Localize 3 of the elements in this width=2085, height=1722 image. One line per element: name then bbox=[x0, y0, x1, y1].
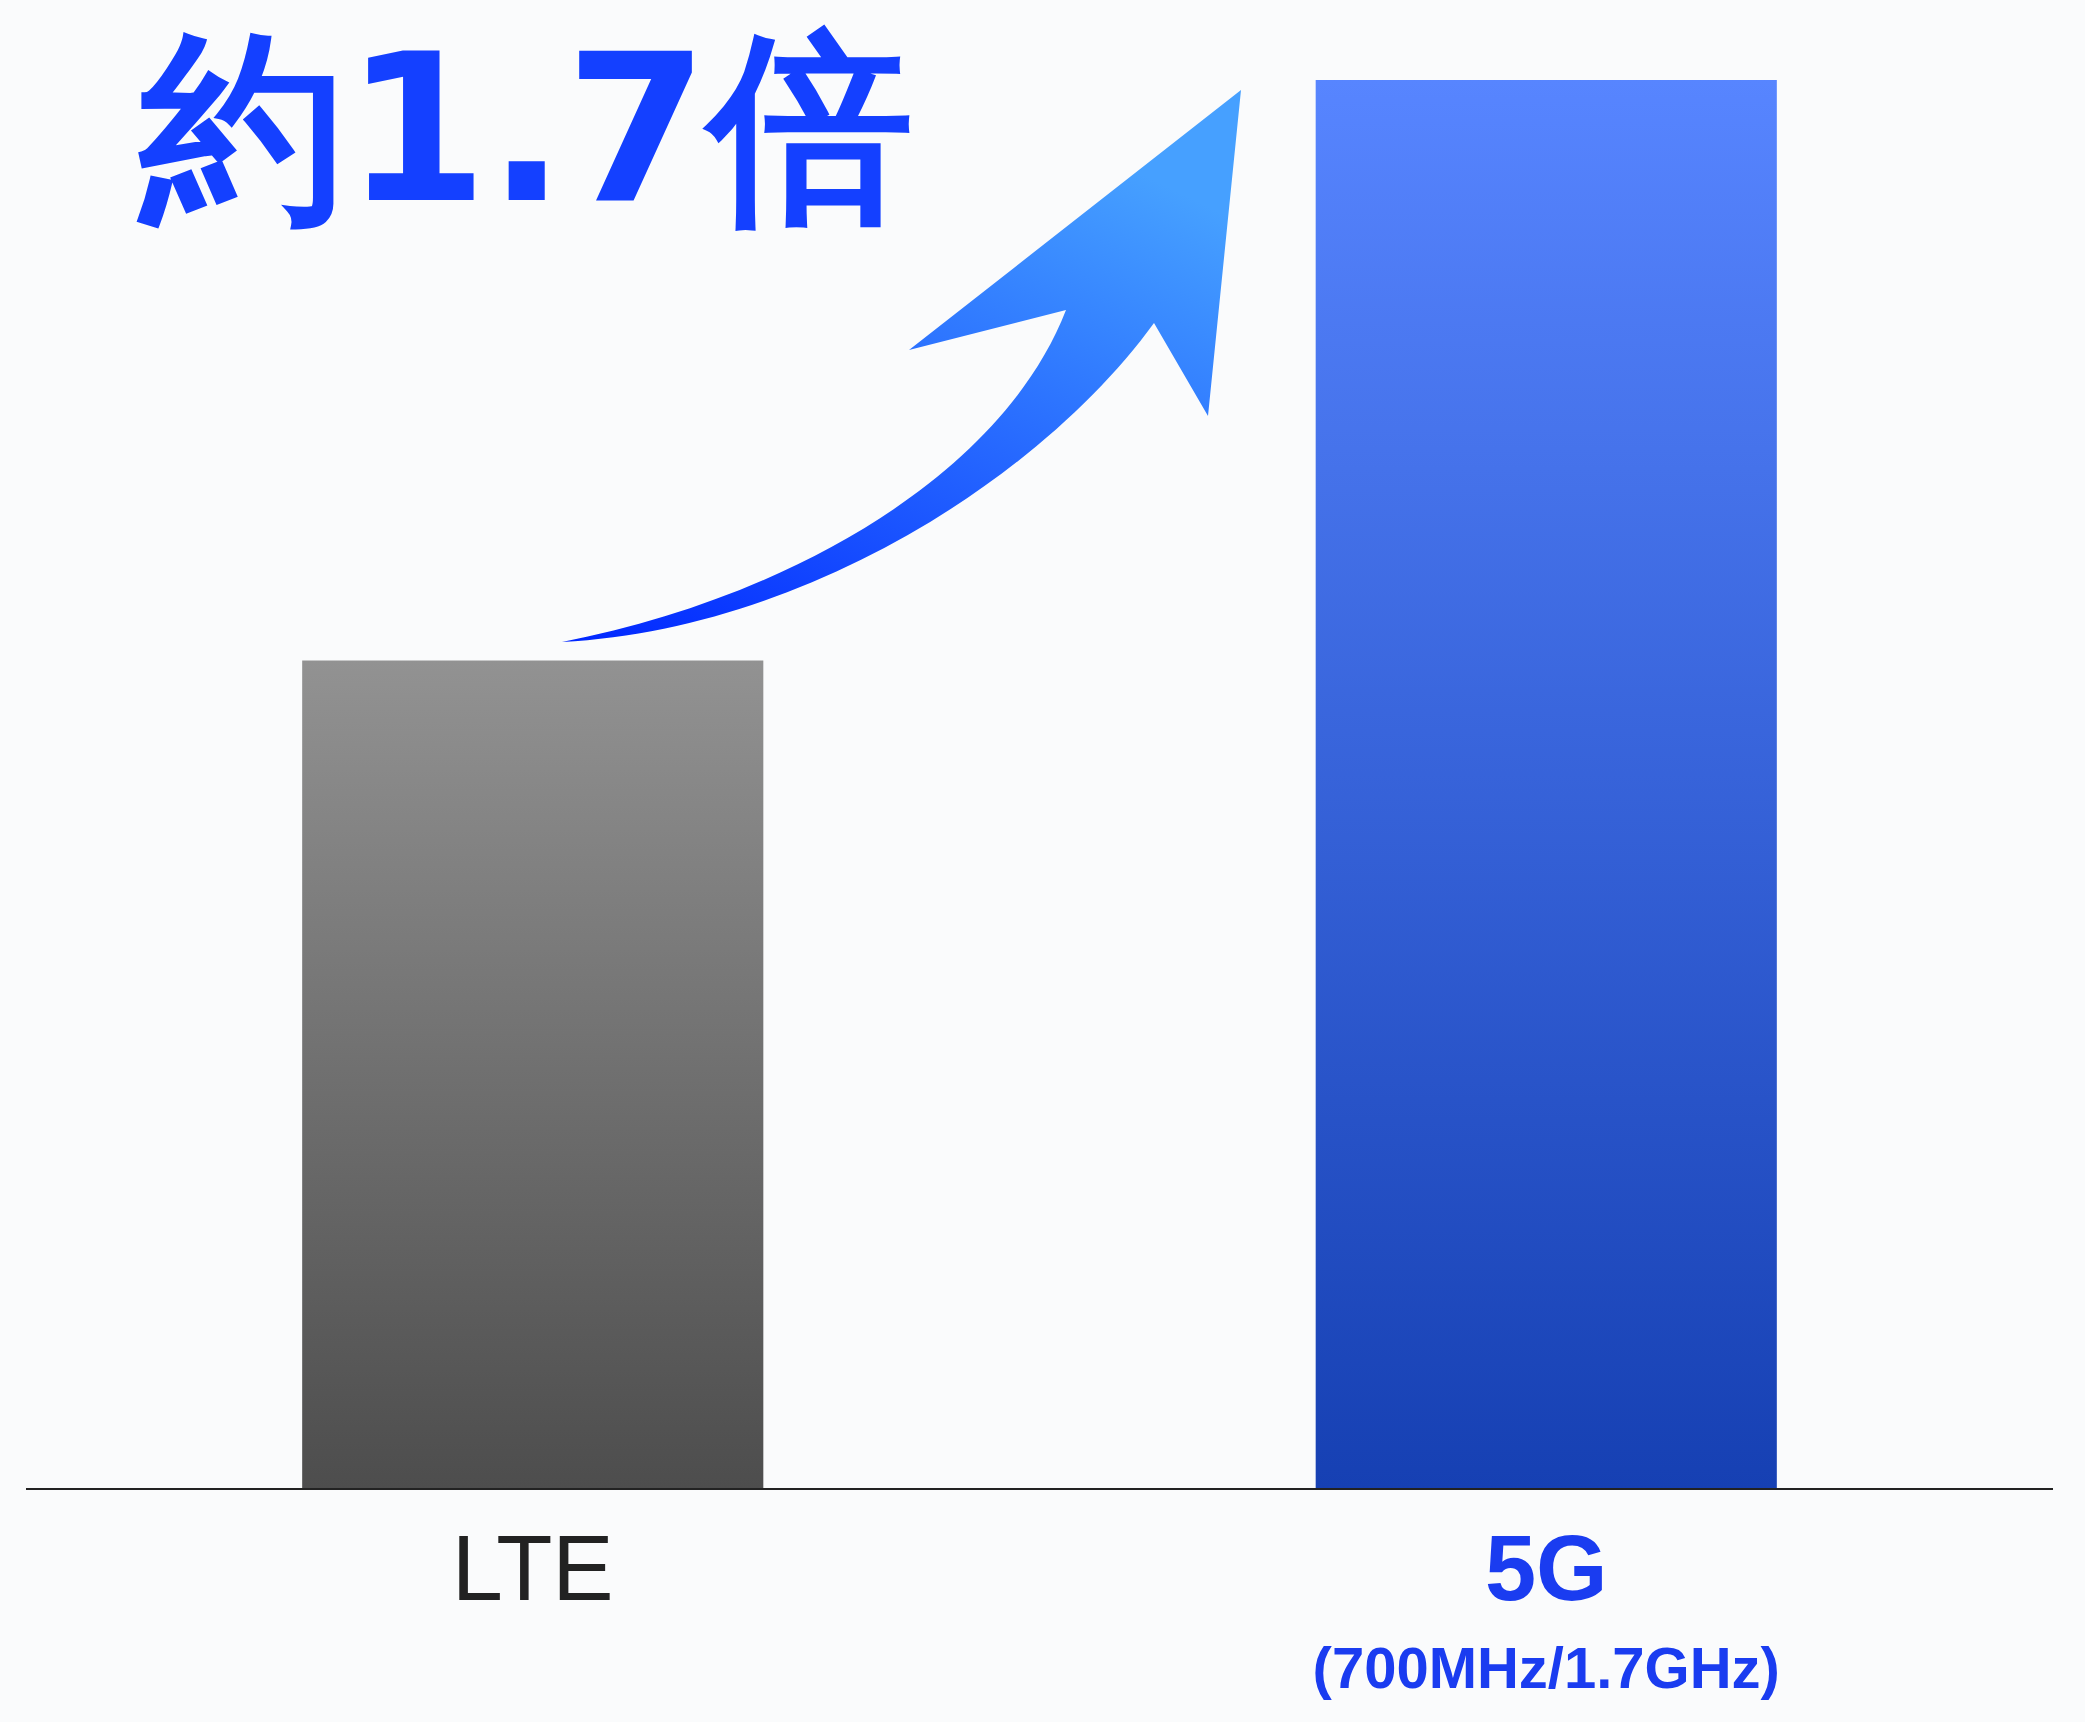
chart-title: 約1.7倍 bbox=[136, 10, 914, 248]
x-tick-label: 5G (700MHz/1.7GHz) bbox=[1312, 1517, 1780, 1700]
x-tick-label: LTE bbox=[451, 1517, 614, 1619]
